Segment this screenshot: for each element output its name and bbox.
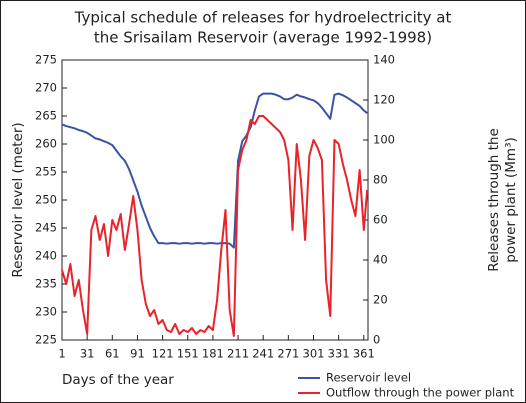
y2-tick-label: 140 <box>373 53 395 67</box>
y-tick-label: 245 <box>35 221 57 235</box>
y-tick-label: 250 <box>35 193 57 207</box>
x-tick-label: 301 <box>303 347 325 361</box>
data-line <box>61 115 369 337</box>
y-tick-label: 260 <box>35 137 57 151</box>
x-tick-label: 91 <box>130 347 145 361</box>
y2-axis-label: Releases through the <box>486 128 502 272</box>
x-tick-label: 361 <box>353 347 375 361</box>
y-tick-label: 265 <box>35 109 57 123</box>
y2-tick-label: 40 <box>373 253 388 267</box>
y-tick-label: 255 <box>35 165 57 179</box>
y-tick-label: 235 <box>35 277 57 291</box>
y-tick-label: 230 <box>35 305 57 319</box>
x-tick-label: 331 <box>328 347 350 361</box>
chart-title: the Srisailam Reservoir (average 1992-19… <box>94 29 432 47</box>
legend-label: Outflow through the power plant <box>326 386 515 400</box>
y-axis-label: Reservoir level (meter) <box>10 122 26 277</box>
x-tick-label: 211 <box>227 347 249 361</box>
y2-tick-label: 60 <box>373 213 388 227</box>
x-tick-label: 1 <box>58 347 65 361</box>
y2-tick-label: 120 <box>373 93 395 107</box>
x-axis-label: Days of the year <box>62 372 174 388</box>
y-tick-label: 225 <box>35 333 57 347</box>
data-line <box>61 92 368 249</box>
y2-tick-label: 0 <box>373 333 380 347</box>
y-tick-label: 240 <box>35 249 57 263</box>
x-tick-label: 241 <box>252 347 274 361</box>
x-tick-label: 61 <box>105 347 120 361</box>
y2-tick-label: 100 <box>373 133 395 147</box>
y2-tick-label: 20 <box>373 293 388 307</box>
x-tick-label: 181 <box>202 347 224 361</box>
chart-title: Typical schedule of releases for hydroel… <box>74 9 452 27</box>
x-tick-label: 151 <box>177 347 199 361</box>
legend-label: Reservoir level <box>326 371 411 385</box>
y-tick-label: 270 <box>35 81 57 95</box>
x-tick-label: 31 <box>80 347 95 361</box>
y2-tick-label: 80 <box>373 173 388 187</box>
x-tick-label: 121 <box>152 347 174 361</box>
x-tick-label: 271 <box>277 347 299 361</box>
y2-axis-label: power plant (Mm³) <box>503 137 519 263</box>
y-tick-label: 275 <box>35 53 57 67</box>
